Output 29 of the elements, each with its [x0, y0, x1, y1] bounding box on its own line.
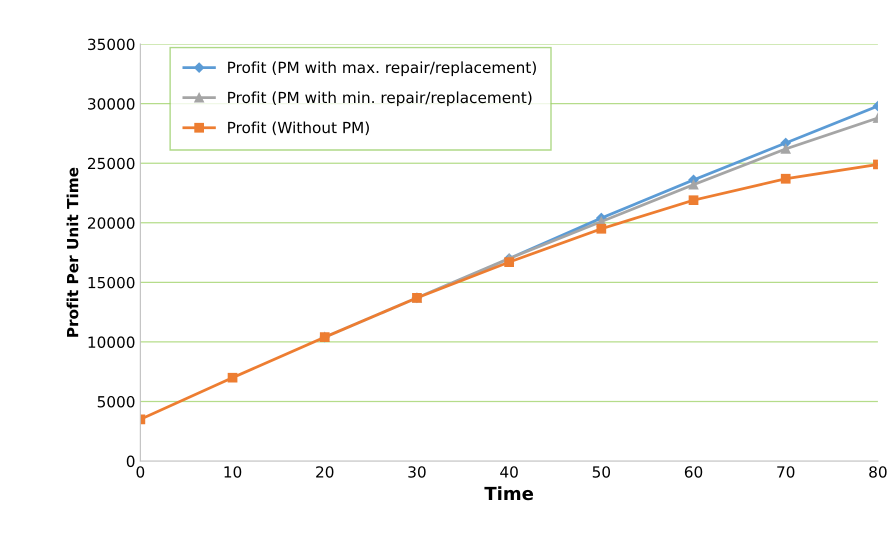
y-tick-label: 20000: [88, 217, 134, 229]
point: [780, 144, 791, 154]
y-tick-label: 25000: [88, 158, 134, 170]
x-tick-label: 0: [136, 466, 144, 478]
y-tick-label: 35000: [88, 38, 134, 50]
y-tick-label: 15000: [88, 276, 134, 288]
legend-label: Profit (PM with max. repair/replacement): [228, 61, 536, 76]
y-tick-label: 30000: [88, 98, 134, 110]
x-tick-label: 10: [224, 466, 242, 478]
point: [688, 195, 698, 206]
point: [688, 180, 698, 190]
legend-label: Profit (Without PM): [228, 121, 369, 136]
point: [228, 372, 238, 383]
y-tick-label: 10000: [88, 336, 134, 348]
point: [504, 257, 514, 267]
y-tick-label: 0: [126, 456, 134, 468]
x-tick-label: 20: [316, 466, 334, 478]
x-tick-label: 30: [408, 466, 426, 478]
y-tick-label: 5000: [98, 396, 134, 408]
x-tick-label: 70: [777, 466, 794, 478]
x-tick-label: 80: [869, 466, 887, 478]
x-tick-label: 40: [500, 466, 518, 478]
point: [780, 174, 791, 184]
y-axis-title: Profit Per Unit Time: [66, 168, 78, 337]
x-axis-title: Time: [484, 486, 534, 500]
point: [596, 224, 606, 234]
legend-label: Profit (PM with min. repair/replacement): [228, 91, 532, 106]
x-tick-label: 60: [684, 466, 702, 478]
x-tick-label: 50: [592, 466, 610, 478]
